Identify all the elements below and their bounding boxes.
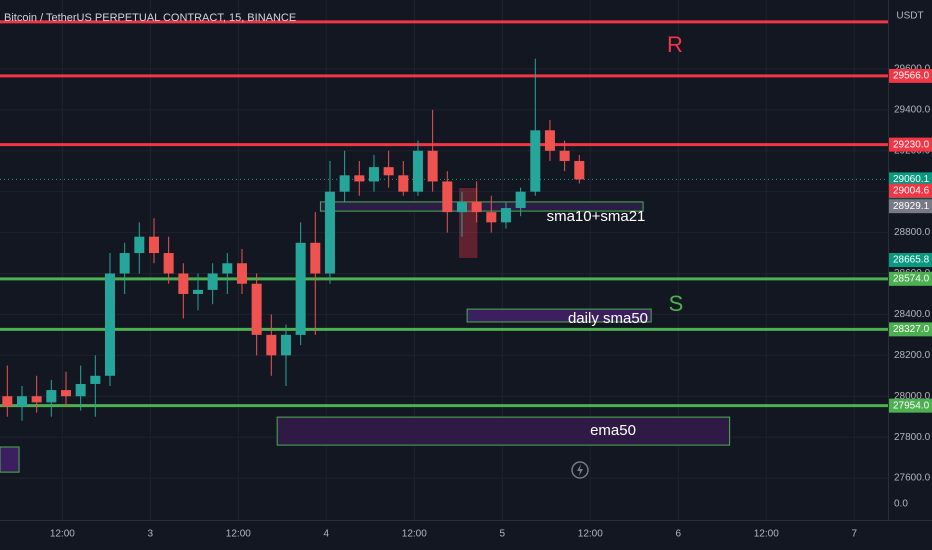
candle-body — [544, 130, 555, 151]
candle-body — [266, 334, 277, 356]
box-label: ema50 — [590, 422, 636, 439]
grid — [0, 0, 888, 520]
currency: USDT — [896, 11, 923, 22]
price-tag — [889, 183, 932, 198]
candle-body — [486, 212, 497, 223]
annotation-box — [319, 201, 644, 212]
candle-body — [383, 167, 394, 176]
box-label: daily sma50 — [568, 310, 648, 327]
candle-body — [442, 181, 453, 213]
candle-body — [530, 130, 541, 192]
candle-body — [295, 242, 306, 335]
annotation: R — [667, 32, 683, 57]
replay-icon[interactable] — [571, 461, 589, 479]
candle-body — [207, 273, 218, 290]
price-tag-label: 28929.1 — [893, 201, 930, 212]
x-tick-label: 12:00 — [50, 529, 75, 540]
annotation-box — [0, 446, 20, 473]
chart-title: Bitcoin / TetherUS PERPETUAL CONTRACT, 1… — [4, 12, 296, 24]
x-tick-label: 4 — [324, 529, 330, 540]
y-tick-label: 28400.0 — [894, 309, 931, 320]
candle-body — [500, 208, 511, 223]
candle-body — [251, 283, 262, 335]
candle-body — [75, 383, 86, 397]
levels — [0, 20, 888, 408]
candle-body — [310, 242, 321, 274]
price-tag-label: 29230.0 — [893, 139, 930, 150]
price-tag-label: 28665.8 — [893, 255, 930, 266]
x-tick-label: 12:00 — [578, 529, 603, 540]
price-tag-label: 28574.0 — [893, 273, 930, 284]
price-tag-label: 27954.0 — [893, 400, 930, 411]
price-tag — [889, 271, 932, 286]
candle-body — [398, 175, 409, 192]
price-tag-label: 28327.0 — [893, 324, 930, 335]
candle-body — [16, 396, 27, 407]
x-tick-label: 6 — [676, 529, 682, 540]
x-tick-label: 12:00 — [402, 529, 427, 540]
candle-body — [31, 396, 42, 403]
price-tag — [889, 199, 932, 214]
candle-body — [324, 191, 335, 274]
y-tick-label: 28200.0 — [894, 350, 931, 361]
annotation: S — [669, 291, 684, 316]
candle-body — [134, 236, 145, 254]
candle-body — [412, 150, 423, 192]
candle-body — [515, 191, 526, 209]
y-tick-label: 27600.0 — [894, 473, 931, 484]
price-tag — [889, 322, 932, 337]
x-tick-label: 3 — [148, 529, 154, 540]
candle-body — [574, 160, 585, 180]
volume-axis-label: 0.0 — [894, 499, 908, 510]
x-tick-label: 7 — [851, 529, 857, 540]
candle-body — [119, 253, 130, 274]
candle-body — [280, 334, 291, 356]
candles — [2, 58, 585, 421]
price-tag-label: 29060.1 — [893, 174, 930, 185]
x-tick-label: 12:00 — [226, 529, 251, 540]
labels: 12:00312:00412:00512:00612:00729600.0294… — [50, 32, 932, 540]
candle-body — [46, 390, 57, 403]
price-tag-label: 29004.6 — [893, 185, 930, 196]
candle-body — [104, 273, 115, 376]
price-tag — [889, 253, 932, 268]
candle-body — [339, 175, 350, 192]
price-tag — [889, 398, 932, 413]
y-tick-label: 28000.0 — [894, 391, 931, 402]
box-label: sma10+sma21 — [547, 208, 646, 225]
x-tick-label: 12:00 — [754, 529, 779, 540]
y-tick-label: 28800.0 — [894, 227, 931, 238]
candle-body — [60, 390, 71, 397]
x-tick-label: 5 — [500, 529, 506, 540]
y-tick-label: 29400.0 — [894, 104, 931, 115]
price-tag — [889, 68, 932, 83]
boxes — [0, 187, 731, 473]
candle-body — [2, 396, 13, 407]
candle-body — [236, 263, 247, 284]
candle-body — [222, 263, 233, 274]
candle-body — [354, 175, 365, 182]
candle-body — [427, 150, 438, 182]
candle-body — [163, 253, 174, 274]
annotation-box — [276, 416, 731, 446]
price-tag-label: 29566.0 — [893, 71, 930, 82]
y-tick-label: 27800.0 — [894, 432, 931, 443]
candle-body — [456, 201, 467, 213]
candle-body — [192, 289, 203, 294]
price-tag — [889, 137, 932, 152]
candle-body — [471, 201, 482, 213]
annotation-box — [466, 308, 652, 323]
candle-body — [178, 273, 189, 294]
candle-body — [90, 375, 101, 384]
candle-body — [559, 150, 570, 161]
candle-body — [148, 236, 159, 254]
candle-body — [368, 167, 379, 182]
